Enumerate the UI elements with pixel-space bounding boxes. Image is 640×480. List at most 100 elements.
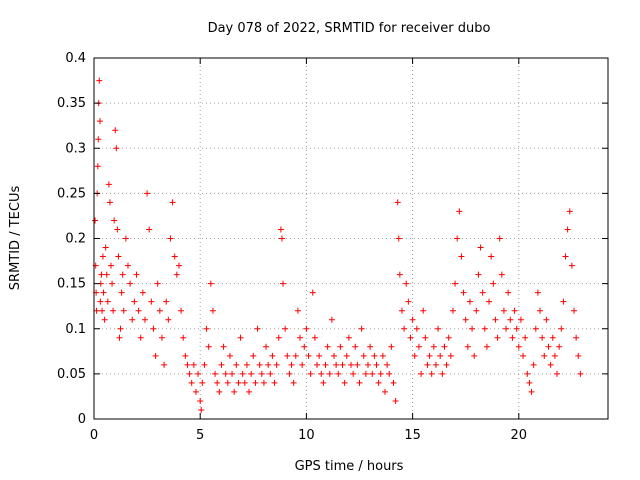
- data-point: [477, 244, 484, 251]
- data-point: [375, 379, 382, 386]
- data-point: [509, 334, 516, 341]
- data-point: [95, 136, 102, 143]
- data-point: [571, 307, 578, 314]
- data-point: [524, 370, 531, 377]
- data-point: [534, 289, 541, 296]
- data-point: [301, 343, 308, 350]
- data-point: [260, 379, 267, 386]
- data-point: [203, 325, 210, 332]
- data-point: [205, 343, 212, 350]
- data-point: [379, 352, 386, 359]
- data-point: [409, 316, 416, 323]
- y-tick-label: 0.35: [57, 96, 86, 111]
- data-point: [115, 253, 122, 260]
- data-point: [117, 325, 124, 332]
- data-point: [367, 343, 374, 350]
- data-point: [320, 379, 327, 386]
- data-point: [500, 307, 507, 314]
- data-point: [277, 226, 284, 233]
- data-point: [173, 271, 180, 278]
- data-point: [486, 298, 493, 305]
- data-point: [322, 361, 329, 368]
- data-point: [388, 343, 395, 350]
- data-point: [178, 307, 185, 314]
- data-point: [339, 361, 346, 368]
- data-point: [235, 379, 242, 386]
- data-point: [316, 352, 323, 359]
- data-point: [199, 379, 206, 386]
- data-point: [348, 361, 354, 368]
- data-point: [112, 127, 119, 134]
- data-point: [543, 316, 550, 323]
- data-point: [324, 343, 331, 350]
- data-point: [93, 307, 100, 314]
- data-point: [311, 334, 318, 341]
- y-tick-label: 0.3: [65, 141, 86, 156]
- data-point: [243, 361, 250, 368]
- data-point: [122, 235, 129, 242]
- data-point: [360, 352, 367, 359]
- data-point: [498, 271, 505, 278]
- data-point: [573, 334, 580, 341]
- data-point: [98, 271, 105, 278]
- data-point: [273, 361, 280, 368]
- data-point: [105, 181, 112, 188]
- data-point: [430, 343, 437, 350]
- x-tick-label: 15: [404, 428, 421, 443]
- data-point: [435, 325, 442, 332]
- data-point: [415, 343, 422, 350]
- data-point: [356, 379, 363, 386]
- data-point: [229, 370, 236, 377]
- data-point: [297, 334, 304, 341]
- data-point: [511, 307, 518, 314]
- data-point: [445, 334, 452, 341]
- data-point: [549, 334, 556, 341]
- data-point: [184, 361, 191, 368]
- data-point: [490, 280, 497, 287]
- data-point: [437, 352, 444, 359]
- data-point: [171, 253, 178, 260]
- data-point: [494, 334, 501, 341]
- data-point: [420, 307, 427, 314]
- y-tick-label: 0.1: [65, 322, 86, 337]
- data-point: [106, 199, 113, 206]
- data-point: [286, 370, 293, 377]
- y-tick-label: 0.4: [65, 51, 86, 66]
- data-point: [192, 388, 199, 395]
- data-point: [256, 361, 263, 368]
- data-point: [248, 370, 255, 377]
- data-point: [488, 253, 495, 260]
- data-point: [475, 271, 482, 278]
- x-tick-label: 5: [196, 428, 204, 443]
- data-point: [441, 343, 448, 350]
- data-point: [144, 190, 151, 197]
- data-point: [254, 325, 261, 332]
- data-point: [133, 271, 140, 278]
- data-point: [246, 388, 253, 395]
- data-point: [278, 235, 285, 242]
- data-point: [97, 298, 104, 305]
- data-point: [452, 280, 459, 287]
- data-point: [318, 370, 325, 377]
- data-point: [186, 370, 193, 377]
- data-point: [267, 370, 274, 377]
- data-point: [456, 208, 463, 215]
- data-point: [94, 163, 101, 170]
- data-point: [292, 352, 299, 359]
- data-point: [513, 325, 520, 332]
- data-point: [233, 361, 240, 368]
- data-point: [566, 208, 573, 215]
- data-point: [158, 334, 165, 341]
- data-point: [96, 77, 103, 84]
- data-point: [350, 370, 357, 377]
- data-point: [113, 145, 120, 152]
- data-point: [271, 379, 278, 386]
- x-tick-label: 10: [298, 428, 315, 443]
- data-point: [403, 280, 410, 287]
- data-point: [443, 361, 450, 368]
- data-point: [428, 370, 435, 377]
- data-point: [577, 370, 584, 377]
- data-point: [326, 370, 333, 377]
- data-point: [305, 352, 312, 359]
